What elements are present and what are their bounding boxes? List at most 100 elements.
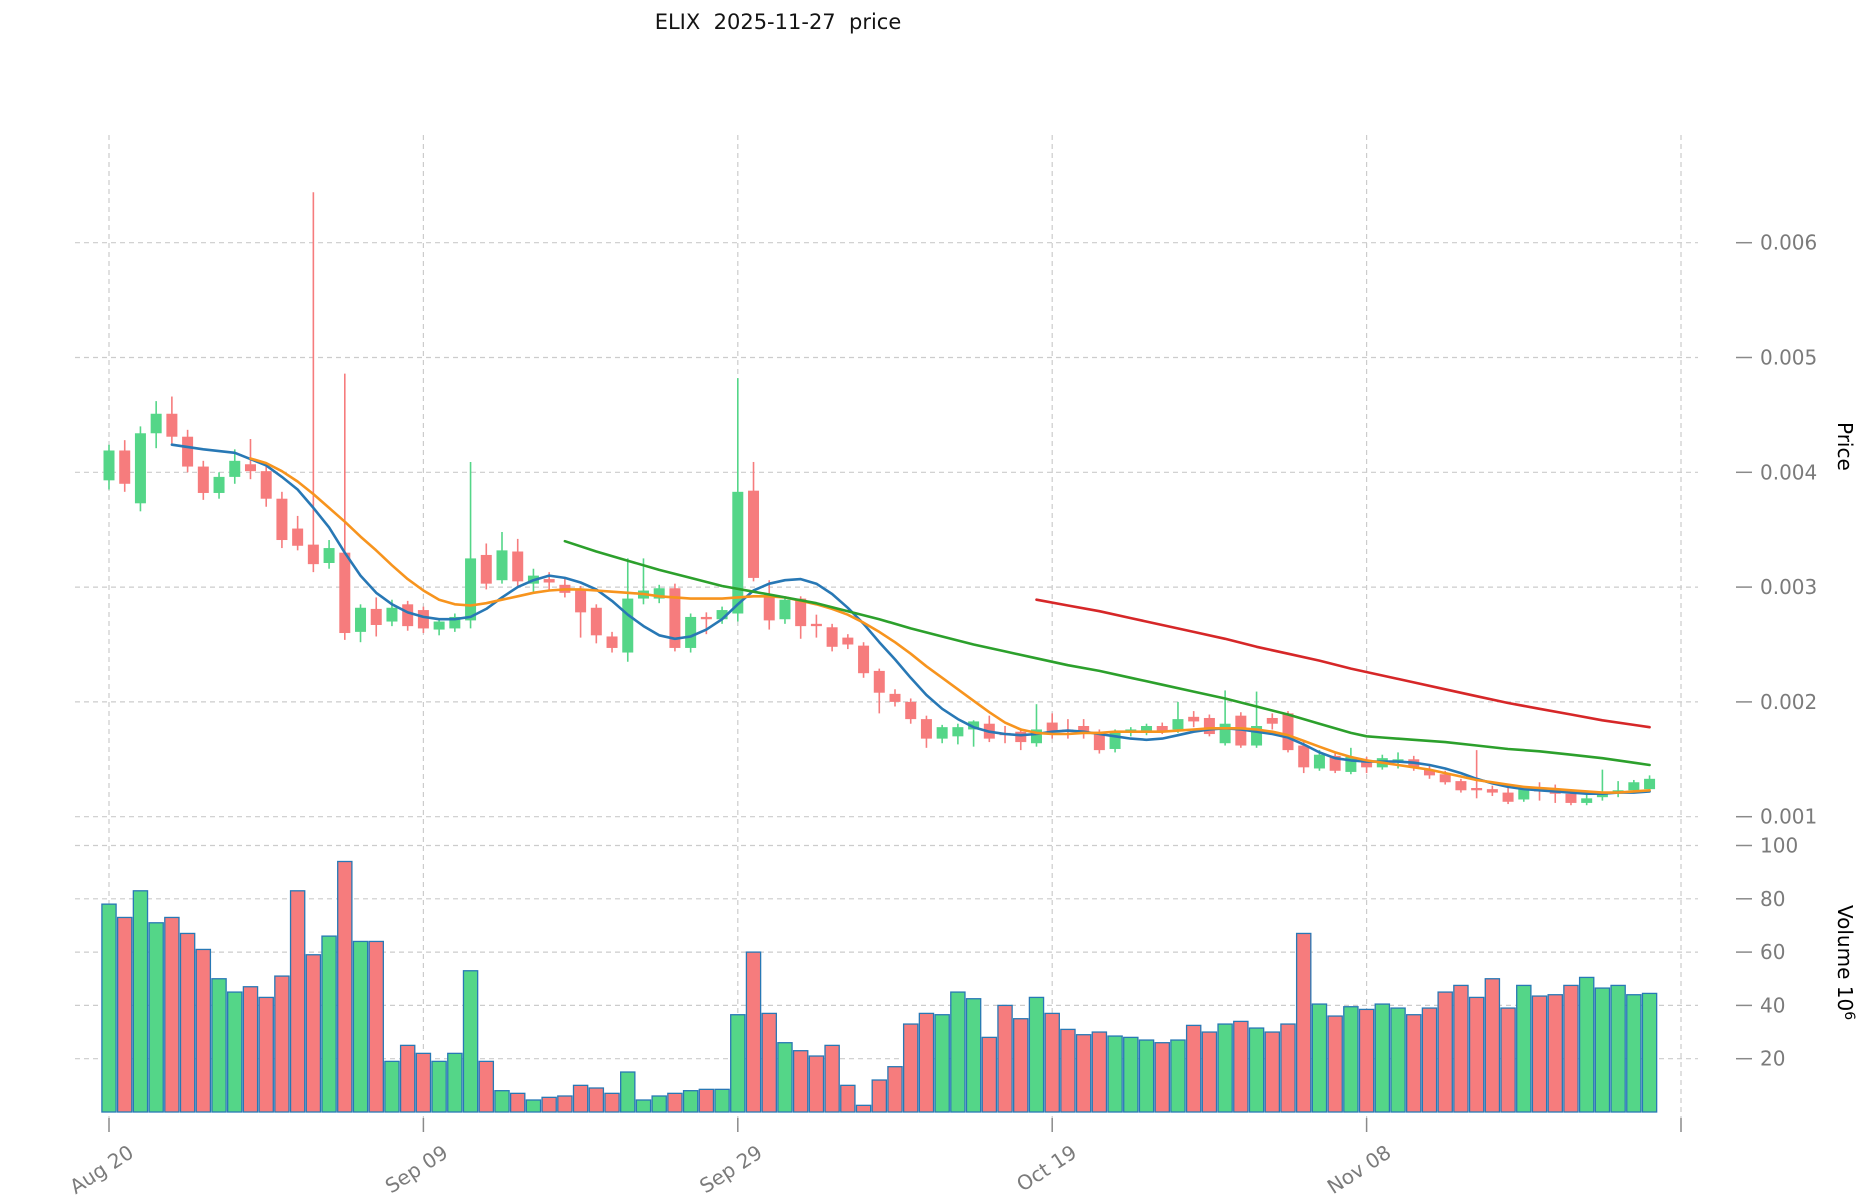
volume-bar: [1233, 1020, 1249, 1113]
volume-bar: [541, 1096, 557, 1113]
volume-bar: [604, 1092, 620, 1113]
volume-bar: [1028, 996, 1045, 1113]
volume-bar: [368, 940, 384, 1113]
volume-bar: [305, 954, 322, 1113]
candle-body-down: [606, 636, 618, 648]
candle-body-down: [402, 604, 414, 627]
candle-body-down: [905, 701, 917, 720]
volume-bar: [1406, 1014, 1422, 1113]
volume-bar: [1060, 1028, 1076, 1113]
volume-bar: [557, 1095, 573, 1113]
candle-body-down: [197, 466, 209, 493]
tick-label: 60: [1760, 940, 1785, 964]
volume-bar: [1075, 1034, 1092, 1113]
candle-body-down: [339, 552, 351, 634]
grid-lines: [75, 135, 1698, 1118]
candle-body-down: [889, 693, 901, 702]
volume-bar: [148, 922, 164, 1113]
volume-bar: [101, 903, 117, 1113]
volume-bar: [1343, 1006, 1359, 1113]
candle-body-up: [1172, 719, 1184, 730]
volume-bar: [1013, 1018, 1029, 1113]
volume-bar: [384, 1060, 400, 1113]
volume-bar: [1327, 1015, 1343, 1113]
candle-body-down: [1502, 792, 1514, 802]
volume-bar: [572, 1084, 589, 1113]
candle-body-up: [386, 607, 398, 622]
volume-bar: [1248, 1027, 1265, 1113]
volume-bar: [352, 940, 369, 1113]
candle-wicks: [108, 192, 1651, 806]
tick-label: 0.002: [1760, 690, 1817, 714]
tick-label: Oct 19: [1012, 1140, 1081, 1196]
volume-bar: [714, 1088, 730, 1113]
volume-bar: [1044, 1012, 1060, 1113]
volume-bar: [1154, 1042, 1170, 1113]
candle-body-down: [1455, 781, 1467, 791]
candle-body-up: [1628, 782, 1640, 791]
volume-bar: [981, 1036, 998, 1113]
volume-bar: [1453, 984, 1469, 1113]
candle-body-up: [465, 558, 477, 621]
volume-bar: [745, 951, 762, 1113]
volume-bar: [478, 1060, 495, 1113]
volume-bar: [824, 1044, 840, 1113]
candle-body-down: [1565, 793, 1577, 803]
candle-body-up: [1219, 723, 1231, 744]
candle-body-down: [512, 551, 524, 582]
volume-bar: [227, 991, 243, 1113]
volume-bar: [635, 1099, 652, 1113]
volume-bar: [588, 1087, 605, 1113]
volume-bar: [1547, 994, 1563, 1113]
volume-bar: [164, 916, 180, 1113]
volume-bar: [1295, 932, 1312, 1113]
candle-body-down: [920, 719, 932, 739]
candle-body-down: [700, 616, 712, 620]
tick-label: 80: [1760, 887, 1785, 911]
candle-body-up: [134, 433, 146, 504]
candle-body-up: [1581, 798, 1593, 803]
volume-bar: [1468, 996, 1485, 1113]
candle-body-up: [1644, 778, 1656, 790]
candle-body-up: [1518, 789, 1530, 800]
volume-bar: [620, 1071, 636, 1113]
volume-bar: [132, 890, 149, 1113]
volume-bar: [761, 1012, 777, 1113]
candle-body-up: [229, 460, 241, 477]
tick-label: Nov 08: [1323, 1140, 1395, 1199]
candle-body-up: [653, 588, 665, 599]
volume-bar: [179, 932, 196, 1113]
candle-body-up: [1313, 754, 1325, 769]
volume-bar: [1123, 1036, 1139, 1113]
ma-long-green-line: [563, 539, 1651, 767]
volume-bar: [1185, 1024, 1202, 1113]
axis-ticks: [108, 241, 1752, 1132]
candle-body-down: [417, 610, 429, 629]
candle-body-down: [1471, 788, 1483, 791]
candle-body-up: [213, 476, 225, 493]
volume-bar: [1594, 987, 1611, 1113]
volume-bar: [321, 935, 337, 1113]
candle-body-down: [1361, 761, 1373, 768]
volume-bar: [651, 1095, 667, 1113]
tick-label: 0.003: [1760, 575, 1817, 599]
candle-body-down: [1156, 726, 1168, 731]
candle-body-up: [449, 616, 461, 629]
volume-bar: [1531, 995, 1548, 1113]
tick-label: Sep 09: [381, 1140, 452, 1198]
tick-label: 20: [1760, 1047, 1785, 1071]
candle-body-down: [826, 627, 838, 647]
candle-body-down: [873, 670, 885, 693]
candle-bodies: [103, 413, 1656, 803]
candle-body-up: [103, 450, 115, 481]
volume-bar: [855, 1104, 872, 1113]
tick-label: 0.005: [1760, 346, 1817, 370]
candle-body-down: [182, 436, 194, 467]
volume-bar: [1138, 1039, 1155, 1113]
volume-axis-label: Volume 106: [1833, 905, 1857, 1020]
volume-bar: [116, 916, 133, 1113]
volume-bar: [934, 1014, 950, 1113]
volume-bar: [840, 1084, 856, 1113]
volume-bar: [950, 991, 966, 1113]
